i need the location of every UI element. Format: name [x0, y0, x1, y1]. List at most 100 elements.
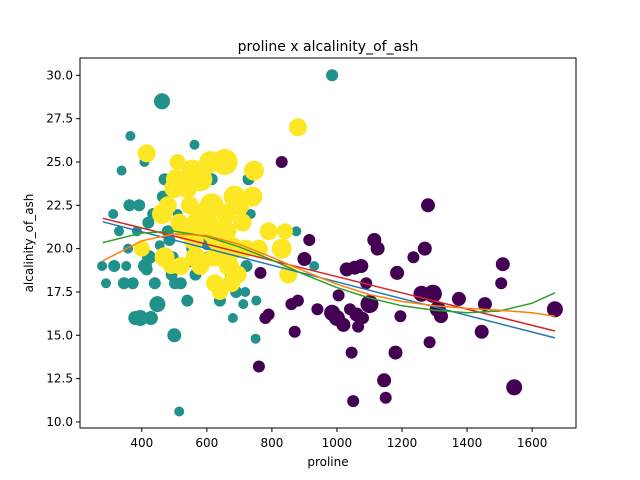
fit-line-1	[102, 221, 556, 339]
data-point	[311, 303, 324, 316]
x-tick-label: 1600	[517, 436, 548, 450]
data-point	[347, 395, 360, 408]
data-point	[211, 149, 238, 175]
data-point	[167, 328, 182, 343]
data-point	[175, 173, 194, 192]
data-point	[148, 277, 161, 290]
data-point	[133, 240, 150, 257]
data-point	[126, 277, 139, 290]
y-tick-label: 22.5	[46, 198, 73, 212]
data-point	[108, 260, 121, 272]
data-point	[244, 160, 264, 181]
data-point	[326, 307, 341, 322]
fit-lines	[102, 217, 556, 339]
data-point	[326, 69, 339, 82]
data-point	[451, 291, 466, 306]
data-point	[271, 238, 292, 259]
data-point	[259, 222, 278, 241]
data-point	[332, 289, 345, 302]
y-tick-label: 15.0	[46, 328, 73, 342]
x-tick-label: 400	[130, 436, 153, 450]
data-point	[240, 287, 251, 297]
chart-title: proline x alcalinity_of_ash	[238, 39, 419, 55]
axes-frame	[79, 57, 577, 429]
data-point	[158, 196, 177, 215]
series-1	[252, 156, 563, 408]
data-point	[227, 313, 238, 323]
y-tick-label: 27.5	[46, 112, 73, 126]
data-point	[417, 241, 432, 256]
fit-line-4	[102, 233, 556, 317]
data-point	[288, 118, 307, 137]
data-point	[357, 312, 369, 324]
data-point	[97, 261, 108, 271]
data-point	[181, 294, 194, 307]
data-point	[291, 226, 302, 237]
data-point	[394, 310, 407, 323]
data-point	[423, 284, 442, 303]
data-point	[216, 221, 237, 242]
data-point	[546, 301, 563, 318]
x-axis: 400 600 800 1000 1200 1400 1600	[130, 428, 547, 450]
data-point	[379, 391, 392, 404]
data-point	[297, 252, 312, 266]
data-point	[275, 156, 288, 168]
data-point	[140, 263, 153, 276]
data-point	[388, 345, 403, 360]
x-tick-label: 1000	[322, 436, 353, 450]
data-point	[251, 295, 262, 306]
y-tick-label: 10.0	[46, 415, 73, 429]
data-point	[291, 294, 304, 307]
y-tick-label: 17.5	[46, 285, 73, 299]
data-point	[238, 299, 249, 310]
data-point	[174, 406, 185, 417]
data-point	[309, 261, 320, 271]
data-point	[252, 360, 265, 373]
data-point	[108, 209, 119, 219]
data-point	[189, 139, 200, 150]
data-point	[174, 277, 187, 290]
y-tick-label: 20.0	[46, 242, 73, 256]
data-point	[474, 324, 489, 339]
y-axis-title: alcalinity_of_ash	[22, 194, 36, 293]
data-point	[121, 261, 132, 271]
data-point	[254, 266, 267, 279]
data-point	[506, 379, 523, 396]
data-point	[101, 278, 111, 289]
data-point	[125, 131, 136, 141]
data-point	[233, 213, 252, 232]
data-point	[133, 199, 146, 212]
data-point	[407, 251, 420, 264]
data-point	[477, 297, 492, 312]
data-point	[303, 234, 316, 246]
x-tick-label: 600	[195, 436, 218, 450]
data-point	[117, 277, 130, 290]
data-point	[137, 144, 156, 163]
data-point	[262, 308, 275, 321]
data-point	[377, 373, 392, 388]
data-point	[169, 154, 186, 170]
data-point	[421, 198, 435, 213]
data-point	[171, 257, 190, 275]
data-point	[228, 265, 247, 284]
data-point	[143, 311, 158, 325]
data-point	[354, 259, 369, 273]
x-axis-title: proline	[307, 455, 348, 469]
data-point	[132, 310, 149, 326]
data-point	[163, 234, 176, 246]
data-point	[114, 226, 124, 237]
data-point	[370, 241, 385, 256]
y-axis: 10.0 12.5 15.0 17.5 20.0 22.5 25.0 27.5 30.0	[46, 68, 80, 429]
data-point	[250, 333, 261, 344]
data-point	[390, 265, 405, 280]
data-point	[276, 223, 293, 240]
data-point	[336, 317, 351, 332]
x-tick-label: 1200	[387, 436, 418, 450]
y-tick-label: 30.0	[46, 68, 73, 82]
x-tick-label: 800	[260, 436, 283, 450]
data-point	[204, 248, 223, 267]
data-point	[288, 325, 301, 338]
data-point	[434, 309, 448, 324]
